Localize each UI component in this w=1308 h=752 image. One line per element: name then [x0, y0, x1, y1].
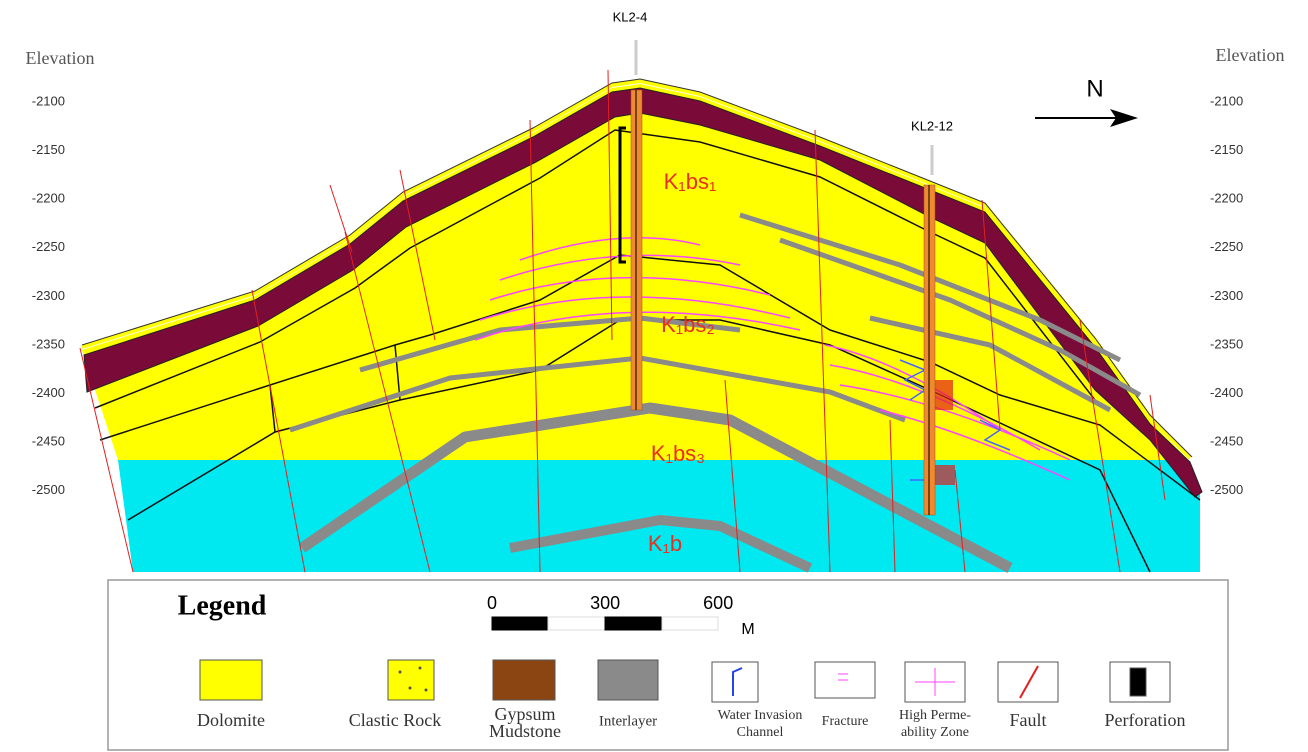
- scale-bar: [492, 617, 718, 630]
- cross-section: N KL2-4 KL2-12 Elevation Elevation K₁bs₁…: [0, 0, 1308, 752]
- tick-label: -2500: [32, 482, 65, 497]
- legend-label: Water Invasion: [718, 708, 803, 723]
- layer-label: K₁bs₃: [651, 441, 705, 466]
- legend-label: Mudstone: [489, 721, 561, 741]
- tick-label: -2250: [32, 239, 65, 254]
- legend-label: Clastic Rock: [349, 710, 442, 730]
- legend-label: High Perme-: [899, 708, 971, 723]
- scale-label: 0: [487, 593, 497, 613]
- well-label: KL2-12: [911, 118, 953, 133]
- tick-label: -2350: [1210, 336, 1243, 351]
- legend-label: Perforation: [1105, 710, 1186, 730]
- legend-title: Legend: [178, 590, 267, 621]
- tick-label: -2300: [1210, 288, 1243, 303]
- legend-label: ability Zone: [901, 725, 969, 740]
- tick-label: -2350: [32, 336, 65, 351]
- tick-label: -2250: [1210, 239, 1243, 254]
- tick-label: -2500: [1210, 482, 1243, 497]
- legend-label: Dolomite: [197, 710, 265, 730]
- tick-label: -2450: [1210, 434, 1243, 449]
- scale-label: 300: [590, 593, 620, 613]
- legend-box: [108, 580, 1228, 750]
- layer-label: K₁bs₂: [661, 312, 715, 337]
- layer-label: K₁b: [648, 531, 682, 556]
- legend-label: Interlayer: [599, 713, 657, 729]
- tick-label: -2400: [32, 385, 65, 400]
- scale-label: 600: [703, 593, 733, 613]
- tick-label: -2300: [32, 288, 65, 303]
- legend-label: Fracture: [822, 714, 869, 729]
- tick-label: -2100: [1210, 93, 1243, 108]
- axis-title: Elevation: [26, 48, 95, 68]
- tick-label: -2450: [32, 434, 65, 449]
- tick-label: -2200: [1210, 191, 1243, 206]
- layer-label: K₁bs₁: [664, 169, 717, 194]
- tick-label: -2150: [32, 142, 65, 157]
- legend-label: Fault: [1009, 710, 1046, 730]
- north-label: N: [1086, 75, 1103, 102]
- tick-label: -2200: [32, 191, 65, 206]
- legend-label: Channel: [737, 725, 784, 740]
- tick-label: -2400: [1210, 385, 1243, 400]
- scale-unit: M: [741, 621, 754, 638]
- tick-label: -2100: [32, 93, 65, 108]
- axis-title: Elevation: [1216, 45, 1285, 65]
- north-arrow: [1035, 109, 1138, 127]
- tick-label: -2150: [1210, 142, 1243, 157]
- well-label: KL2-4: [613, 9, 648, 24]
